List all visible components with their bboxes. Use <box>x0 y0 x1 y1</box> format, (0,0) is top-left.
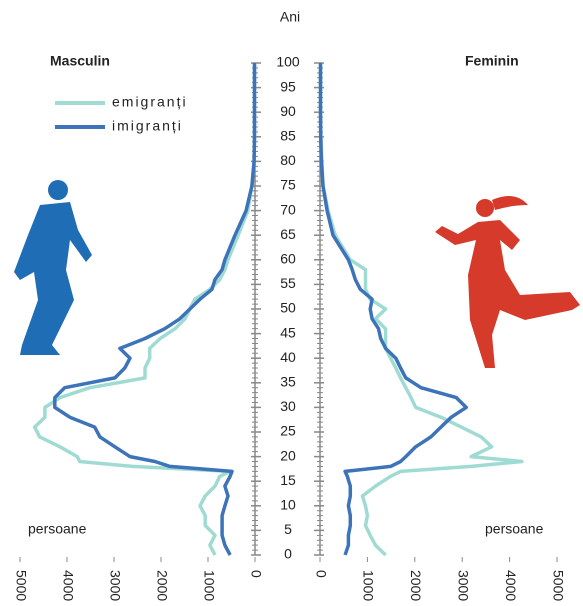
y-axis-title: Ani <box>280 9 300 25</box>
series-line <box>32 63 257 556</box>
y-tick-label: 55 <box>280 275 296 291</box>
y-tick-label: 35 <box>280 374 296 390</box>
x-tick-label: 5000 <box>13 570 29 601</box>
legend-label: imigranți <box>112 118 183 134</box>
x-tick-label: 5000 <box>550 570 566 601</box>
x-tick-label: 3000 <box>455 570 471 601</box>
x-tick-label: 4000 <box>503 570 519 601</box>
x-tick-label: 3000 <box>107 570 123 601</box>
x-tick-label: 2000 <box>408 570 424 601</box>
y-tick-label: 70 <box>280 201 296 217</box>
y-tick-label: 80 <box>280 152 296 168</box>
man-icon <box>14 180 92 355</box>
right-title: Feminin <box>465 53 519 69</box>
woman-icon <box>435 196 580 368</box>
y-tick-label: 30 <box>280 398 296 414</box>
x-tick-label: 0 <box>313 570 329 578</box>
left-x-label: persoane <box>28 521 87 537</box>
right-x-label: persoane <box>485 521 544 537</box>
y-tick-label: 15 <box>280 472 296 488</box>
y-tick-label: 90 <box>280 103 296 119</box>
series-line <box>318 63 524 557</box>
x-tick-label: 1000 <box>201 570 217 601</box>
y-tick-label: 75 <box>280 177 296 193</box>
y-tick-label: 100 <box>276 54 300 70</box>
y-tick-label: 65 <box>280 226 296 242</box>
y-tick-label: 20 <box>280 447 296 463</box>
x-tick-label: 4000 <box>60 570 76 601</box>
y-tick-label: 25 <box>280 423 296 439</box>
y-tick-label: 45 <box>280 324 296 340</box>
left-title: Masculin <box>50 53 110 69</box>
y-tick-label: 5 <box>284 521 292 537</box>
x-tick-label: 0 <box>248 570 264 578</box>
y-tick-label: 0 <box>284 546 292 562</box>
x-tick-label: 2000 <box>154 570 170 601</box>
x-tick-label: 1000 <box>361 570 377 601</box>
y-tick-label: 10 <box>280 497 296 513</box>
legend-label: emigranți <box>112 94 188 110</box>
y-tick-label: 95 <box>280 78 296 94</box>
y-tick-label: 50 <box>280 300 296 316</box>
series-line <box>53 63 257 556</box>
y-tick-label: 40 <box>280 349 296 365</box>
series-line <box>318 63 468 556</box>
y-tick-label: 85 <box>280 128 296 144</box>
y-tick-label: 60 <box>280 251 296 267</box>
